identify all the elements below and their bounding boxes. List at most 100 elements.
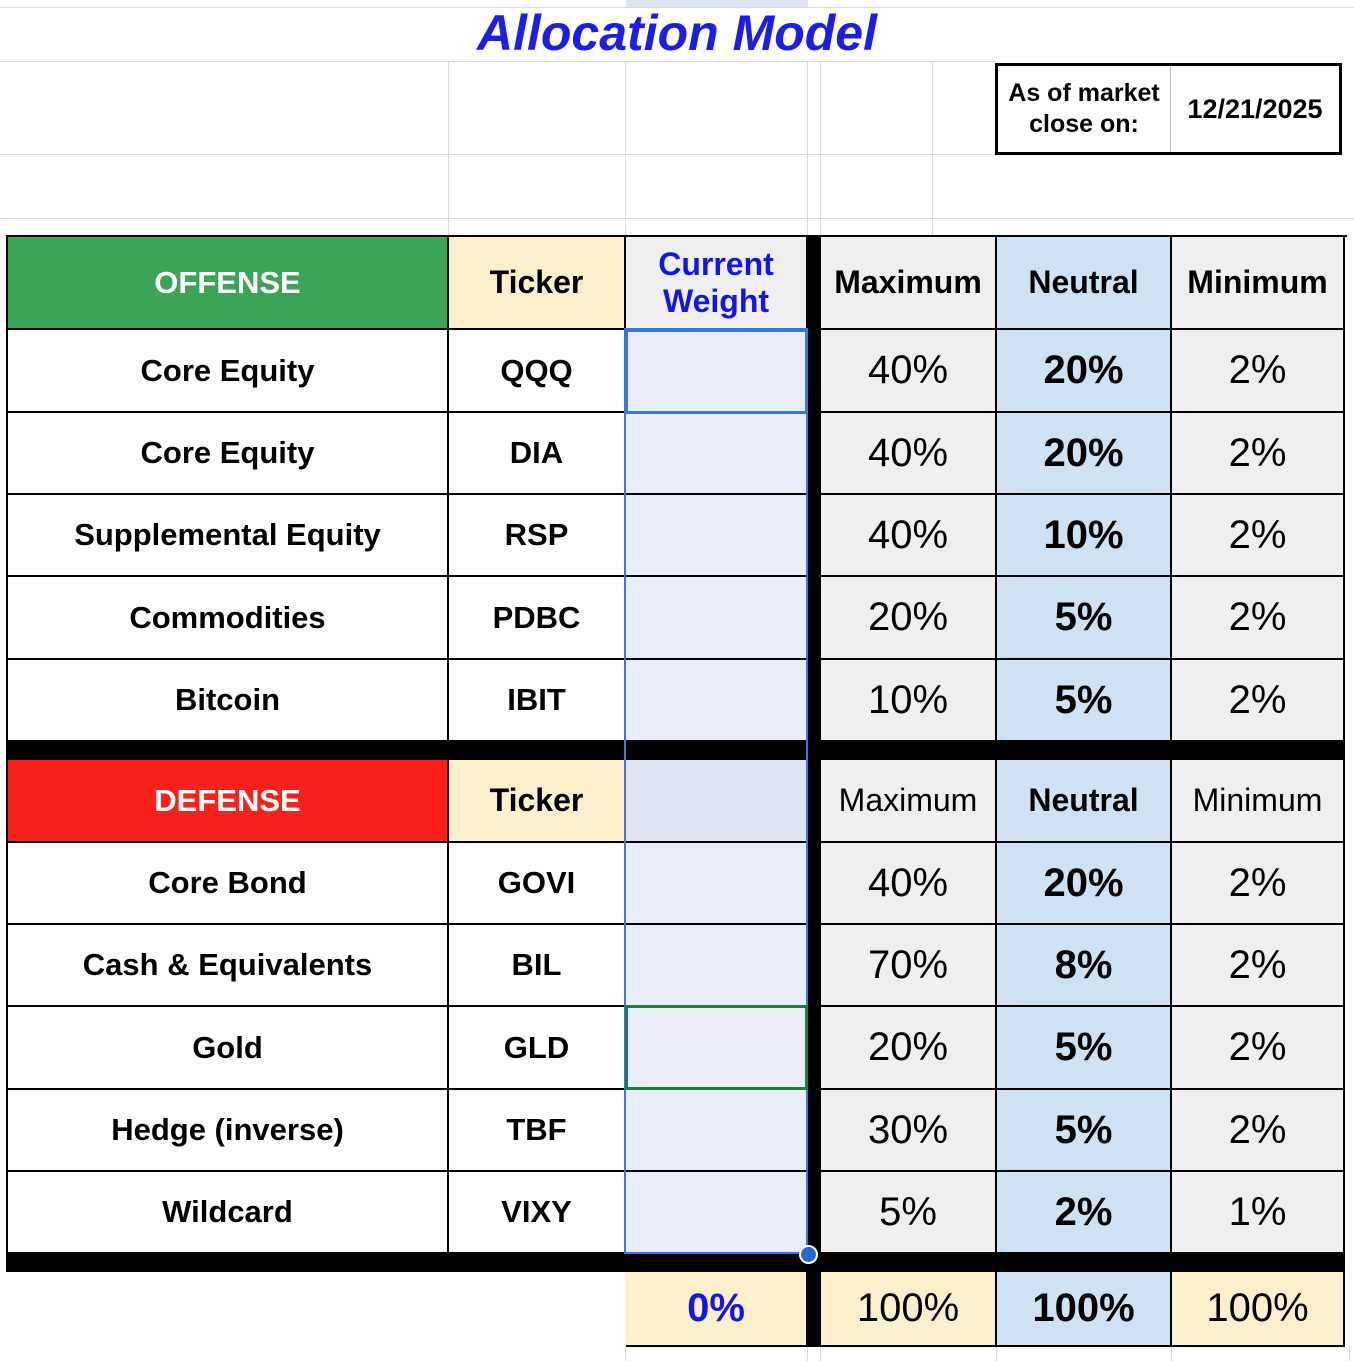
minimum-cell[interactable]: 2% (1172, 577, 1345, 660)
ticker-cell[interactable]: RSP (449, 495, 626, 577)
ticker-column-header[interactable]: Ticker (449, 760, 626, 843)
gridline (932, 62, 933, 235)
neutral-cell[interactable]: 10% (997, 495, 1172, 577)
gridline (807, 1347, 808, 1361)
maximum-cell[interactable]: 40% (821, 843, 997, 925)
minimum-total-cell[interactable]: 100% (1172, 1272, 1345, 1347)
current-weight-cell[interactable] (626, 413, 808, 495)
section-separator-bar (8, 1254, 1345, 1272)
category-cell[interactable]: Bitcoin (8, 660, 449, 742)
gridline (0, 61, 996, 62)
minimum-column-header[interactable]: Minimum (1172, 760, 1345, 843)
offense-section-header[interactable]: OFFENSE (8, 237, 449, 330)
as-of-date[interactable]: 12/21/2025 (1187, 93, 1323, 124)
minimum-column-header[interactable]: Minimum (1172, 237, 1345, 330)
maximum-cell[interactable]: 30% (821, 1090, 997, 1172)
maximum-cell[interactable]: 20% (821, 1007, 997, 1090)
category-cell[interactable]: Core Bond (8, 843, 449, 925)
current-weight-cell[interactable] (626, 330, 808, 413)
maximum-cell[interactable]: 70% (821, 925, 997, 1007)
minimum-cell[interactable]: 2% (1172, 843, 1345, 925)
category-cell[interactable]: Commodities (8, 577, 449, 660)
neutral-cell[interactable]: 8% (997, 925, 1172, 1007)
current-weight-cell[interactable] (626, 1172, 808, 1254)
column-separator-bar (808, 1090, 821, 1172)
minimum-cell[interactable]: 2% (1172, 330, 1345, 413)
minimum-cell[interactable]: 2% (1172, 925, 1345, 1007)
column-separator-bar (808, 413, 821, 495)
minimum-cell[interactable]: 2% (1172, 1007, 1345, 1090)
current-weight-cell[interactable] (626, 760, 808, 843)
ticker-cell[interactable]: IBIT (449, 660, 626, 742)
ticker-cell[interactable]: DIA (449, 413, 626, 495)
category-cell[interactable]: Supplemental Equity (8, 495, 449, 577)
current-weight-cell[interactable] (626, 660, 808, 742)
as-of-label: As of market close on: (998, 66, 1171, 152)
column-separator-bar (808, 577, 821, 660)
current-weight-cell[interactable] (626, 925, 808, 1007)
maximum-cell[interactable]: 20% (821, 577, 997, 660)
maximum-cell[interactable]: 40% (821, 413, 997, 495)
fill-handle[interactable] (799, 1245, 818, 1264)
ticker-cell[interactable]: BIL (449, 925, 626, 1007)
maximum-cell[interactable]: 10% (821, 660, 997, 742)
neutral-cell[interactable]: 5% (997, 577, 1172, 660)
current-weight-cell[interactable] (626, 495, 808, 577)
ticker-cell[interactable]: GLD (449, 1007, 626, 1090)
maximum-total-cell[interactable]: 100% (821, 1272, 997, 1347)
neutral-cell[interactable]: 2% (997, 1172, 1172, 1254)
column-separator-bar (808, 843, 821, 925)
current-weight-cell[interactable] (626, 577, 808, 660)
neutral-cell[interactable]: 20% (997, 843, 1172, 925)
category-cell[interactable]: Hedge (inverse) (8, 1090, 449, 1172)
neutral-column-header[interactable]: Neutral (997, 760, 1172, 843)
current-weight-cell[interactable] (626, 1007, 808, 1090)
column-separator-bar (808, 237, 821, 330)
defense-section-header[interactable]: DEFENSE (8, 760, 449, 843)
neutral-column-header[interactable]: Neutral (997, 237, 1172, 330)
minimum-cell[interactable]: 2% (1172, 495, 1345, 577)
maximum-column-header[interactable]: Maximum (821, 760, 997, 843)
gridline (625, 1347, 626, 1361)
gridline (996, 1347, 997, 1361)
ticker-cell[interactable]: PDBC (449, 577, 626, 660)
column-separator-bar (808, 1007, 821, 1090)
ticker-cell[interactable]: VIXY (449, 1172, 626, 1254)
ticker-cell[interactable]: TBF (449, 1090, 626, 1172)
column-separator-bar (808, 330, 821, 413)
neutral-cell[interactable]: 5% (997, 1007, 1172, 1090)
neutral-cell[interactable]: 5% (997, 1090, 1172, 1172)
category-cell[interactable]: Wildcard (8, 1172, 449, 1254)
ticker-column-header[interactable]: Ticker (449, 237, 626, 330)
minimum-cell[interactable]: 1% (1172, 1172, 1345, 1254)
minimum-cell[interactable]: 2% (1172, 413, 1345, 495)
current-weight-total-cell[interactable]: 0% (626, 1272, 808, 1347)
ticker-cell[interactable]: GOVI (449, 843, 626, 925)
category-cell[interactable]: Cash & Equivalents (8, 925, 449, 1007)
empty-cells[interactable] (8, 1272, 626, 1347)
gridline (820, 1347, 821, 1361)
minimum-cell[interactable]: 2% (1172, 660, 1345, 742)
maximum-column-header[interactable]: Maximum (821, 237, 997, 330)
maximum-cell[interactable]: 5% (821, 1172, 997, 1254)
maximum-cell[interactable]: 40% (821, 495, 997, 577)
category-cell[interactable]: Core Equity (8, 413, 449, 495)
category-cell[interactable]: Gold (8, 1007, 449, 1090)
neutral-cell[interactable]: 20% (997, 330, 1172, 413)
section-separator-bar (8, 742, 1345, 760)
minimum-cell[interactable]: 2% (1172, 1090, 1345, 1172)
neutral-cell[interactable]: 20% (997, 413, 1172, 495)
neutral-cell[interactable]: 5% (997, 660, 1172, 742)
page-title: Allocation Model (477, 5, 877, 61)
current-weight-cell[interactable] (626, 843, 808, 925)
neutral-total-cell[interactable]: 100% (997, 1272, 1172, 1347)
gridline (820, 62, 821, 235)
ticker-cell[interactable]: QQQ (449, 330, 626, 413)
category-cell[interactable]: Core Equity (8, 330, 449, 413)
column-separator-bar (808, 760, 821, 843)
gridline (0, 154, 996, 155)
maximum-cell[interactable]: 40% (821, 330, 997, 413)
current-weight-column-header[interactable]: Current Weight (626, 237, 808, 330)
current-weight-cell[interactable] (626, 1090, 808, 1172)
